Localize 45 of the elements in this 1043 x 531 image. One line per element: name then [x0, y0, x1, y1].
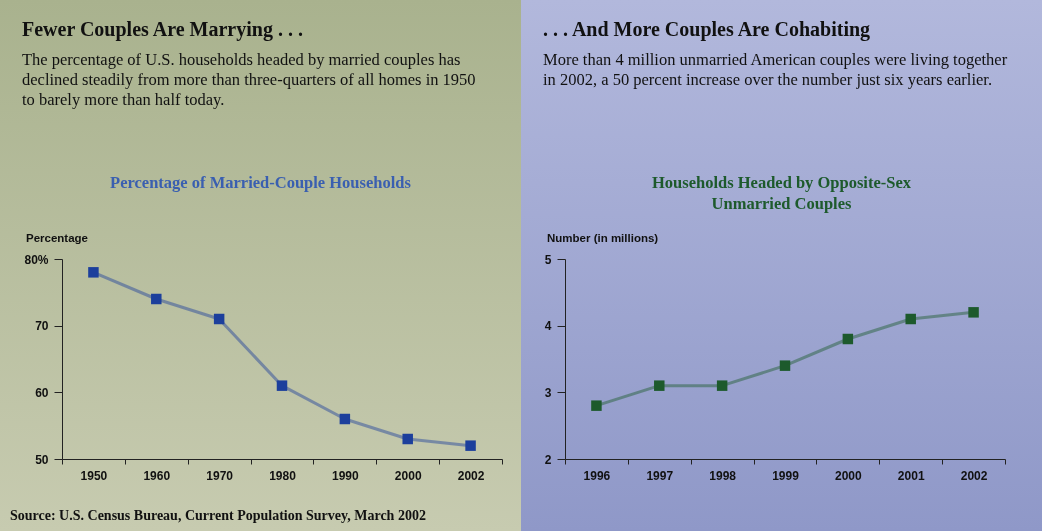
x-tick-label: 2002: [457, 468, 485, 483]
y-axis-title: Number (in millions): [547, 232, 659, 244]
y-tick-label: 2: [544, 452, 552, 467]
x-tick-label: 2001: [897, 468, 925, 483]
x-tick-label: 1998: [709, 468, 737, 483]
point: [716, 380, 728, 391]
point: [276, 380, 288, 391]
y-tick-label: 70: [35, 319, 49, 334]
chart-subtitle: More than 4 million unmarried American couples were living together in 2002, a 50 percent increase over the number just six years earlier.: [543, 50, 1009, 90]
point: [779, 360, 791, 371]
x-tick-label: 1996: [583, 468, 611, 483]
x-tick-label: 1980: [269, 468, 297, 483]
text: Households Headed by Opposite-Sex Unmarried Couples: [651, 172, 912, 214]
x-tick-label: 1990: [332, 468, 360, 483]
x-tick-label: 1999: [772, 468, 800, 483]
y-tick-label: 4: [544, 319, 552, 334]
y-tick-label: 3: [544, 385, 552, 400]
chart-title: . . . And More Couples Are Cohabiting: [543, 18, 871, 41]
chart-subtitle: The percentage of U.S. households headed by married couples has declined steadily from more than three-quarters of all homes in 1950 to barely more than half today.: [22, 50, 477, 110]
x-tick-label: 1960: [143, 468, 171, 483]
x-tick-label: 1950: [80, 468, 108, 483]
text: Percentage of Married-Couple Households: [109, 172, 412, 193]
point: [654, 380, 665, 391]
x-tick-label: 2002: [960, 468, 988, 483]
point: [151, 293, 162, 305]
point: [905, 313, 916, 325]
x-tick-label: 2000: [835, 468, 863, 483]
chart-title: Fewer Couples Are Marrying . . .: [22, 18, 303, 41]
x-tick-label: 1970: [206, 468, 234, 483]
point: [402, 433, 413, 445]
y-tick-label: 60: [35, 385, 49, 400]
point: [968, 307, 979, 318]
y-tick-label: 80%: [24, 252, 49, 267]
y-tick-label: 50: [35, 452, 49, 467]
point: [591, 400, 602, 411]
source-note: Source: U.S. Census Bureau, Current Population Survey, March 2002: [10, 508, 426, 524]
x-tick-label: 1997: [646, 468, 674, 483]
point: [213, 313, 225, 325]
y-tick-label: 5: [544, 252, 552, 267]
y-axis-title: Percentage: [26, 232, 89, 244]
point: [339, 413, 351, 425]
x-tick-label: 2000: [394, 468, 422, 483]
point: [88, 267, 99, 278]
point: [842, 333, 854, 345]
point: [465, 440, 476, 451]
